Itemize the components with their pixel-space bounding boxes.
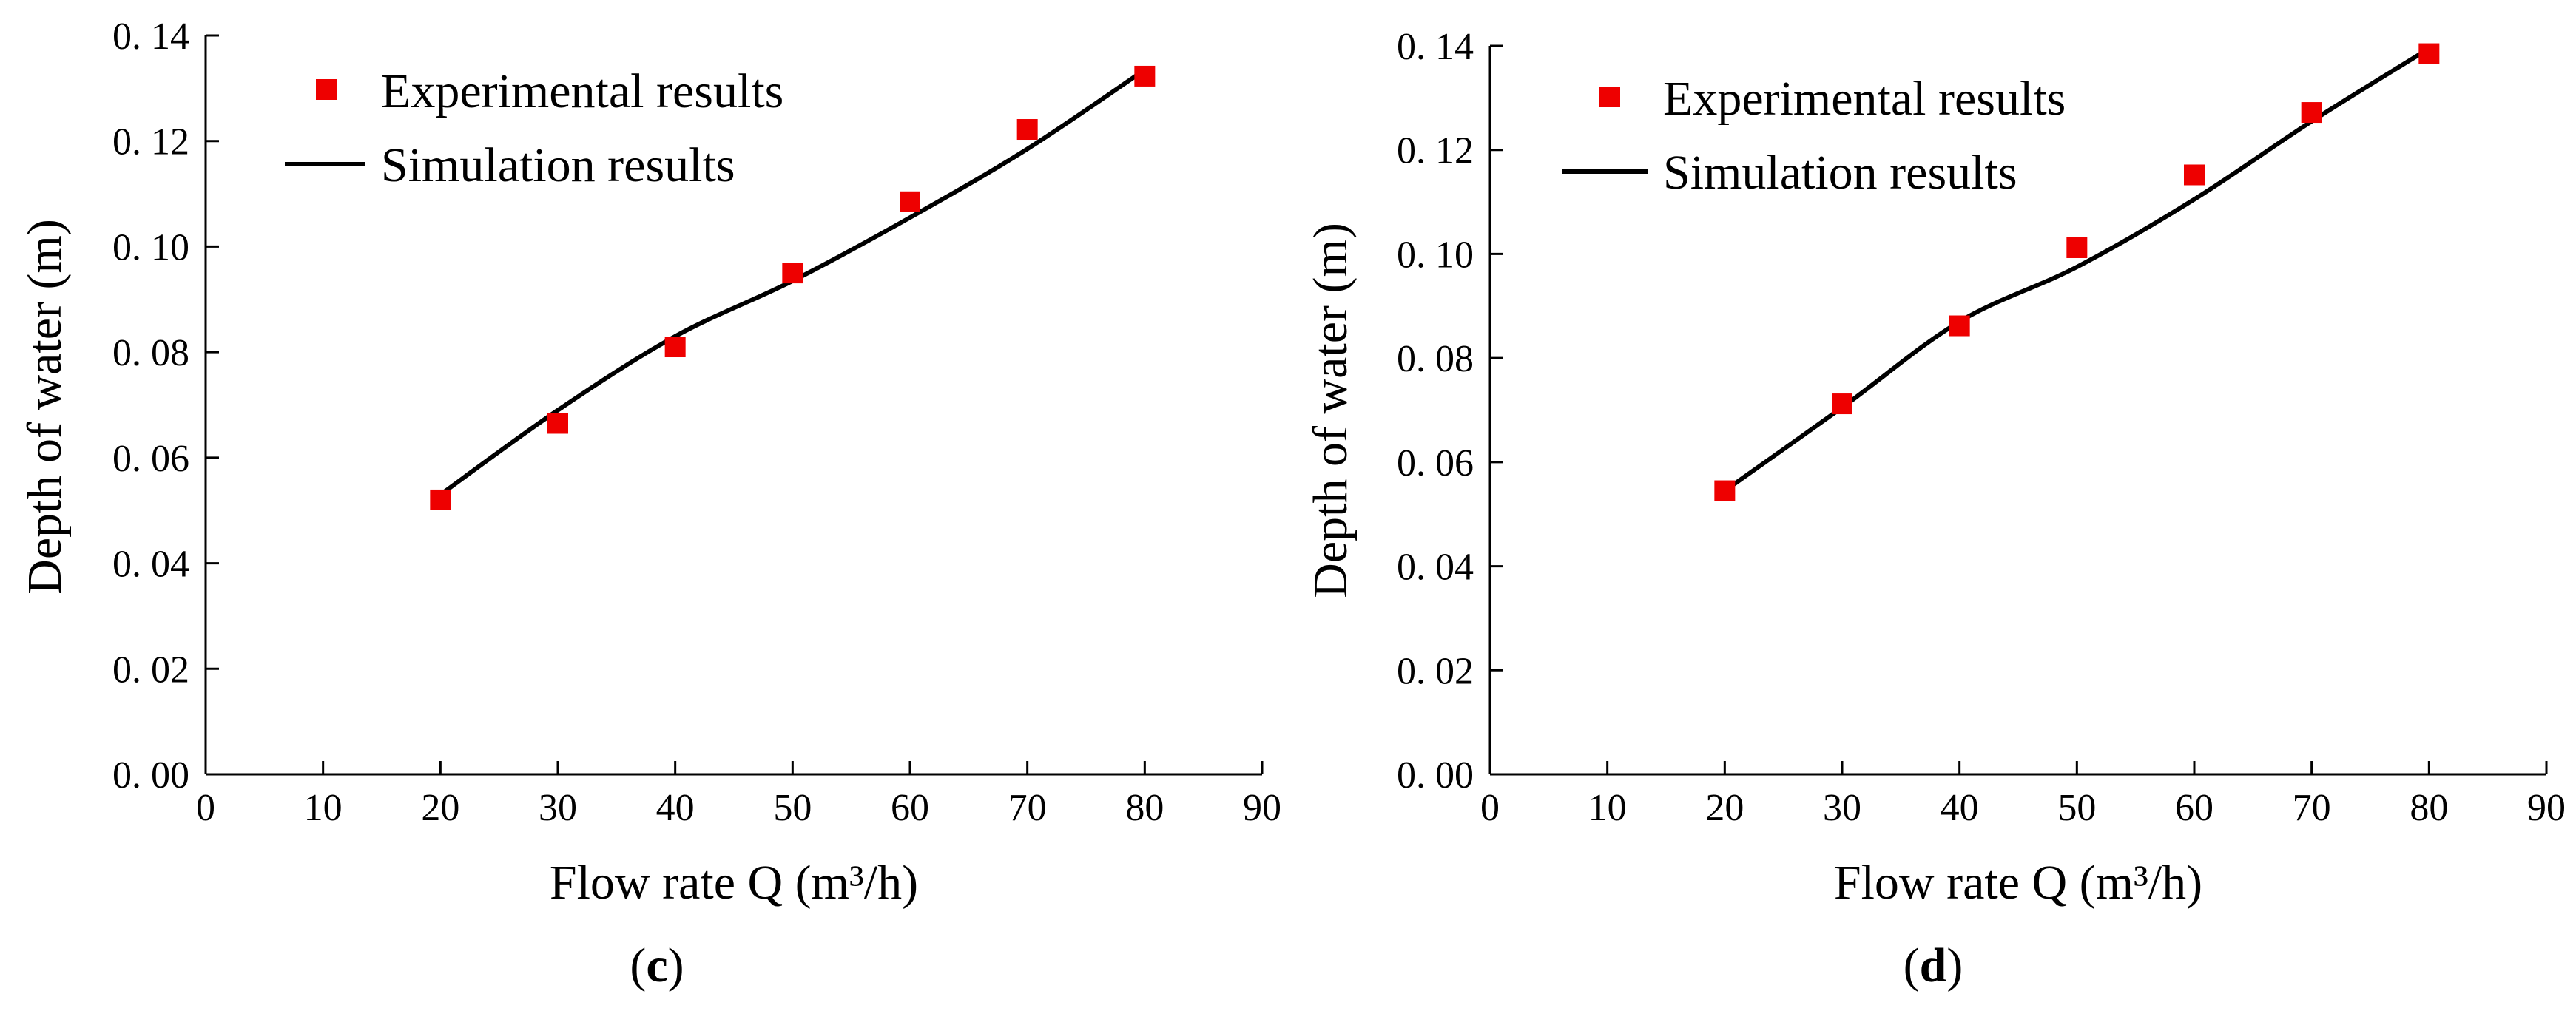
x-tick-label-c: 70 xyxy=(1008,787,1047,829)
experimental-point-c xyxy=(900,191,920,212)
x-tick-label-c: 60 xyxy=(891,787,929,829)
y-tick-label-c: 0. 00 xyxy=(112,754,189,797)
legend-c: Experimental results Simulation results xyxy=(285,64,783,192)
x-tick-label-d: 50 xyxy=(2057,787,2096,829)
experimental-point-d xyxy=(2184,164,2205,186)
y-tick-label-d: 0. 14 xyxy=(1397,26,1474,68)
x-tick-label-d: 70 xyxy=(2293,787,2331,829)
legend-label-experimental-d: Experimental results xyxy=(1663,72,2066,126)
experimental-point-c xyxy=(1134,65,1156,87)
x-tick-label-d: 60 xyxy=(2175,787,2213,829)
y-tick-label-c: 0. 06 xyxy=(112,438,189,480)
y-tick-label-d: 0. 04 xyxy=(1397,547,1474,589)
experimental-point-c xyxy=(547,413,568,434)
experimental-point-d xyxy=(2418,43,2440,64)
x-tick-label-c: 0 xyxy=(196,787,215,829)
x-tick-label-c: 30 xyxy=(539,787,577,829)
y-axis-label-c: Depth of water (m) xyxy=(18,219,72,595)
experimental-point-d xyxy=(1714,480,1736,501)
y-tick-label-d: 0. 00 xyxy=(1397,754,1474,797)
x-tick-label-d: 0 xyxy=(1480,787,1500,829)
experimental-point-c xyxy=(1016,119,1038,141)
experimental-point-d xyxy=(2301,102,2322,124)
legend-label-simulation-d: Simulation results xyxy=(1663,146,2017,200)
x-tick-label-d: 20 xyxy=(1705,787,1744,829)
experimental-point-c xyxy=(664,337,686,358)
y-tick-label-d: 0. 10 xyxy=(1397,234,1474,276)
axes-c: 0 10 20 30 40 50 60 70 80 90 0. 00 0. 02 0. 04 0. 06 0… xyxy=(112,16,1281,829)
experimental-point-d xyxy=(1832,393,1852,415)
y-tick-label-d: 0. 02 xyxy=(1397,650,1474,692)
y-tick-label-d: 0. 12 xyxy=(1397,130,1474,172)
y-tick-label-c: 0. 14 xyxy=(112,16,189,58)
x-tick-label-c: 20 xyxy=(421,787,459,829)
x-tick-label-d: 90 xyxy=(2527,787,2566,829)
y-tick-label-c: 0. 02 xyxy=(112,649,189,691)
x-axis-label-d: Flow rate Q (m³/h) xyxy=(1834,856,2202,910)
y-tick-label-c: 0. 04 xyxy=(112,544,189,586)
y-tick-label-c: 0. 10 xyxy=(112,226,189,268)
panel-label-c: (c) xyxy=(630,939,684,993)
x-tick-label-d: 80 xyxy=(2410,787,2448,829)
chart-panel-d: 0 10 20 30 40 50 60 70 80 90 0. 00 0. 02 0. 04 0. 06 0… xyxy=(1304,26,2566,993)
x-tick-label-d: 30 xyxy=(1823,787,1861,829)
y-axis-label-d: Depth of water (m) xyxy=(1304,223,1358,598)
legend-marker-experimental-d xyxy=(1599,87,1620,107)
y-tick-label-d: 0. 06 xyxy=(1397,442,1474,484)
panel-label-d: (d) xyxy=(1904,939,1963,993)
x-tick-label-c: 40 xyxy=(656,787,695,829)
experimental-point-d xyxy=(2066,237,2088,258)
experimental-point-c xyxy=(782,263,803,284)
x-tick-label-c: 50 xyxy=(773,787,812,829)
x-tick-label-d: 40 xyxy=(1941,787,1979,829)
chart-panel-c: 0 10 20 30 40 50 60 70 80 90 0. 00 0. 02 0. 04 0. 06 0… xyxy=(18,16,1281,993)
axes-d: 0 10 20 30 40 50 60 70 80 90 0. 00 0. 02 0. 04 0. 06 0… xyxy=(1397,26,2566,829)
y-tick-label-c: 0. 12 xyxy=(112,121,189,163)
x-tick-label-c: 80 xyxy=(1125,787,1164,829)
experimental-point-d xyxy=(1949,315,1970,337)
y-tick-label-c: 0. 08 xyxy=(112,332,189,374)
legend-marker-experimental-c xyxy=(316,79,337,100)
legend-label-simulation-c: Simulation results xyxy=(381,138,735,192)
x-tick-label-c: 90 xyxy=(1243,787,1281,829)
legend-d: Experimental results Simulation results xyxy=(1562,72,2066,200)
y-tick-label-d: 0. 08 xyxy=(1397,338,1474,380)
experimental-point-c xyxy=(430,489,451,510)
legend-label-experimental-c: Experimental results xyxy=(381,64,783,118)
x-tick-label-c: 10 xyxy=(304,787,343,829)
x-tick-label-d: 10 xyxy=(1588,787,1627,829)
x-axis-label-c: Flow rate Q (m³/h) xyxy=(550,856,918,910)
